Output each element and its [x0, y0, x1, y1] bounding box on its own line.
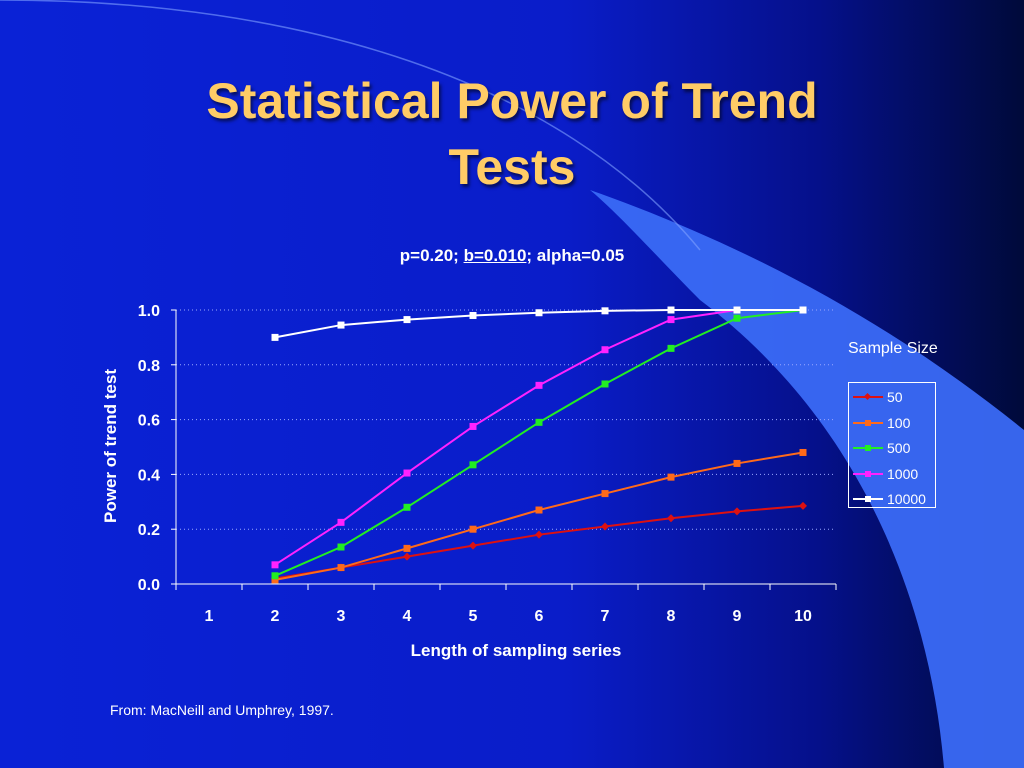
data-point-10000 [799, 306, 807, 314]
legend-label: 10000 [887, 491, 926, 507]
data-point-1000 [667, 316, 675, 324]
legend-swatch-marker [865, 419, 871, 426]
legend-label: 100 [887, 414, 911, 431]
data-point-50 [535, 530, 543, 539]
series-line-1000 [274, 309, 803, 566]
legend-item-1000: 1000 [853, 464, 918, 484]
legend-swatch-marker [865, 496, 871, 502]
data-point-500 [733, 314, 741, 322]
legend-swatch [853, 468, 883, 480]
data-point-500 [337, 543, 345, 551]
data-point-100 [733, 459, 741, 467]
data-point-500 [535, 418, 543, 426]
chart-title-part-2: b=0.010 [463, 246, 527, 265]
data-point-100 [601, 490, 609, 498]
data-point-1000 [469, 422, 477, 430]
data-point-100 [799, 448, 807, 456]
y-tick-label: 0.0 [138, 577, 160, 594]
legend: 50 100 500 1000 10000 [848, 382, 936, 508]
data-point-50 [601, 522, 609, 531]
data-point-10000 [403, 316, 411, 324]
data-point-100 [667, 473, 675, 481]
source-citation: From: MacNeill and Umphrey, 1997. [110, 702, 334, 718]
legend-label: 1000 [887, 465, 919, 482]
legend-label: 500 [887, 440, 911, 456]
slide-title-line-2: Tests [448, 139, 576, 195]
data-point-10000 [469, 311, 477, 319]
chart-title-part-1: p=0.20; [399, 246, 464, 265]
chart-title: p=0.20; b=0.010; alpha=0.05 [262, 246, 762, 266]
data-point-100 [403, 544, 411, 552]
legend-item-50: 50 [853, 387, 903, 407]
data-point-100 [337, 564, 345, 572]
x-tick-label: 1 [205, 608, 214, 625]
legend-swatch-marker [865, 470, 871, 477]
legend-item-500: 500 [853, 438, 910, 458]
x-tick-label: 7 [601, 608, 610, 625]
data-point-1000 [535, 381, 543, 389]
x-axis-title: Length of sampling series [411, 641, 622, 660]
legend-swatch [853, 417, 883, 429]
data-point-500 [667, 344, 675, 352]
data-point-50 [667, 514, 675, 523]
legend-swatch [853, 442, 883, 454]
data-point-500 [601, 380, 609, 388]
data-point-100 [535, 506, 543, 514]
x-tick-label: 6 [535, 608, 544, 625]
x-tick-label: 2 [271, 608, 280, 625]
legend-swatch [853, 391, 883, 403]
chart-title-part-3: ; alpha=0.05 [526, 246, 625, 265]
data-point-10000 [667, 306, 675, 314]
data-point-500 [271, 572, 279, 580]
data-point-10000 [337, 321, 345, 329]
data-point-100 [271, 576, 279, 584]
legend-swatch-marker [865, 445, 871, 451]
data-point-50 [799, 501, 807, 510]
y-tick-label: 0.6 [138, 413, 160, 430]
x-tick-label: 3 [337, 608, 346, 625]
legend-item-100: 100 [853, 413, 910, 433]
data-point-1000 [601, 346, 609, 354]
legend-label: 50 [887, 389, 903, 405]
data-point-50 [403, 552, 411, 561]
x-tick-label: 9 [733, 608, 742, 625]
data-point-10000 [271, 333, 279, 341]
data-point-50 [733, 507, 741, 516]
x-tick-label: 5 [469, 608, 478, 625]
y-tick-label: 0.2 [138, 522, 160, 539]
y-tick-label: 0.8 [138, 358, 160, 375]
y-tick-label: 1.0 [138, 303, 160, 320]
slide-title-line-1: Statistical Power of Trend [206, 73, 818, 129]
x-tick-label: 4 [403, 608, 412, 625]
data-point-50 [469, 541, 477, 550]
legend-item-10000: 10000 [853, 489, 926, 509]
data-point-1000 [337, 518, 345, 526]
series-line-100 [274, 451, 804, 581]
data-point-1000 [271, 561, 279, 569]
data-point-500 [403, 503, 411, 511]
data-point-10000 [733, 306, 741, 314]
data-point-500 [469, 461, 477, 469]
data-point-1000 [403, 469, 411, 477]
x-tick-label: 10 [794, 608, 812, 625]
legend-swatch [853, 493, 883, 505]
legend-title: Sample Size [848, 340, 938, 357]
series-line-50 [274, 504, 804, 580]
data-point-10000 [601, 307, 609, 315]
x-tick-label: 8 [667, 608, 676, 625]
legend-swatch-marker [863, 392, 872, 401]
data-point-10000 [535, 309, 543, 317]
y-axis-title: Power of trend test [101, 369, 120, 523]
y-tick-label: 0.4 [138, 467, 160, 484]
data-point-100 [469, 525, 477, 533]
